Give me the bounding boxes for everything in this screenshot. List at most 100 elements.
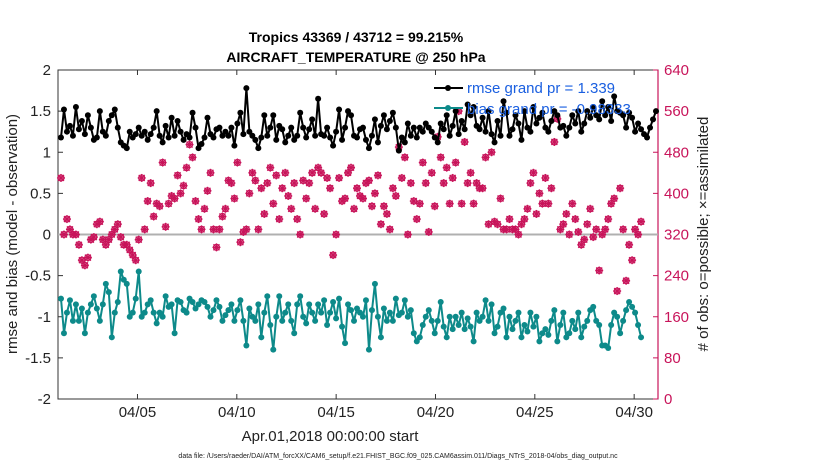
y-right-tick-label: 80 (664, 350, 681, 367)
bias-point (593, 317, 600, 324)
rmse-point (470, 104, 477, 111)
bias-point (389, 317, 396, 324)
rmse-point (548, 117, 555, 124)
obs-assimilated-point (293, 215, 302, 224)
rmse-point (425, 124, 432, 131)
bias-point (255, 301, 262, 308)
legend-bias-marker (445, 105, 451, 111)
y-right-tick-label: 480 (664, 144, 689, 161)
obs-assimilated-point (185, 140, 194, 149)
obs-assimilated-point (347, 163, 356, 172)
obs-assimilated-point (257, 184, 266, 193)
obs-assimilated-point (326, 184, 335, 193)
rmse-point (467, 112, 474, 119)
rmse-point (294, 132, 301, 139)
obs-assimilated-point (191, 197, 200, 206)
rmse-point (144, 136, 151, 143)
rmse-point (485, 108, 492, 115)
obs-assimilated-point (610, 194, 619, 203)
obs-assimilated-point (622, 276, 631, 285)
bias-point (383, 317, 390, 324)
obs-assimilated-point (601, 225, 610, 234)
y-right-tick-label: 240 (664, 268, 689, 285)
bias-point (315, 301, 322, 308)
bias-point (189, 298, 196, 305)
obs-assimilated-point (221, 204, 230, 213)
y-left-tick-label: 1.5 (30, 103, 51, 120)
obs-assimilated-point (170, 194, 179, 203)
rmse-point (327, 134, 334, 141)
rmse-point (449, 122, 456, 129)
obs-assimilated-point (227, 179, 236, 188)
bias-point (524, 328, 531, 335)
rmse-point (288, 124, 295, 131)
obs-assimilated-point (535, 189, 544, 198)
obs-assimilated-point (341, 194, 350, 203)
y-right-tick-label: 0 (664, 391, 672, 408)
rmse-point (599, 98, 606, 105)
bias-point (312, 317, 319, 324)
obs-assimilated-point (122, 240, 131, 249)
obs-assimilated-point (287, 204, 296, 213)
rmse-point (383, 126, 390, 133)
rmse-point (225, 132, 232, 139)
rmse-point (494, 117, 501, 124)
obs-assimilated-point (493, 220, 502, 229)
rmse-point (159, 139, 166, 146)
rmse-point (464, 101, 471, 108)
rmse-point (410, 124, 417, 131)
rmse-point (428, 128, 435, 135)
bias-point (204, 303, 211, 310)
bias-point (404, 313, 411, 320)
footer-data-file: data file: /Users/raeder/DAI/ATM_forcXX/… (178, 453, 618, 460)
x-tick-label: 04/20 (417, 404, 455, 421)
bias-point (111, 309, 118, 316)
obs-assimilated-point (251, 176, 260, 185)
bias-point (297, 293, 304, 300)
bias-point (330, 298, 337, 305)
rmse-point (422, 120, 429, 127)
y-right-tick-label: 160 (664, 309, 689, 326)
bias-point (252, 317, 259, 324)
obs-assimilated-point (332, 230, 341, 239)
obs-assimilated-point (203, 186, 212, 195)
obs-assimilated-point (385, 225, 394, 234)
obs-assimilated-point (230, 194, 239, 203)
obs-assimilated-point (314, 163, 323, 172)
bias-point (515, 309, 522, 316)
bias-point (533, 313, 540, 320)
obs-assimilated-point (418, 158, 427, 167)
rmse-point (147, 131, 154, 138)
x-tick-label: 04/05 (119, 404, 157, 421)
rmse-point (596, 116, 603, 123)
y-left-tick-label: 2 (43, 62, 51, 79)
bias-point (428, 317, 435, 324)
rmse-point (407, 132, 414, 139)
bias-point (485, 317, 492, 324)
bias-point (318, 309, 325, 316)
obs-assimilated-point (577, 240, 586, 249)
rmse-point (476, 126, 483, 133)
obs-assimilated-point (379, 202, 388, 211)
rmse-point (560, 122, 567, 129)
rmse-point (632, 128, 639, 135)
rmse-point (590, 104, 597, 111)
rmse-point (368, 132, 375, 139)
bias-point (336, 295, 343, 302)
bias-point (177, 298, 184, 305)
y-left-tick-label: -2 (38, 391, 51, 408)
rmse-point (114, 124, 121, 131)
obs-assimilated-point (275, 215, 284, 224)
obs-assimilated-point (463, 179, 472, 188)
rmse-point (141, 128, 148, 135)
rmse-point (491, 139, 498, 146)
rmse-point (273, 136, 280, 143)
obs-assimilated-point (457, 199, 466, 208)
bias-point (114, 298, 121, 305)
rmse-point (306, 126, 313, 133)
obs-assimilated-point (466, 168, 475, 177)
bias-point (443, 334, 450, 341)
rmse-point (461, 126, 468, 133)
bias-point (63, 309, 70, 316)
